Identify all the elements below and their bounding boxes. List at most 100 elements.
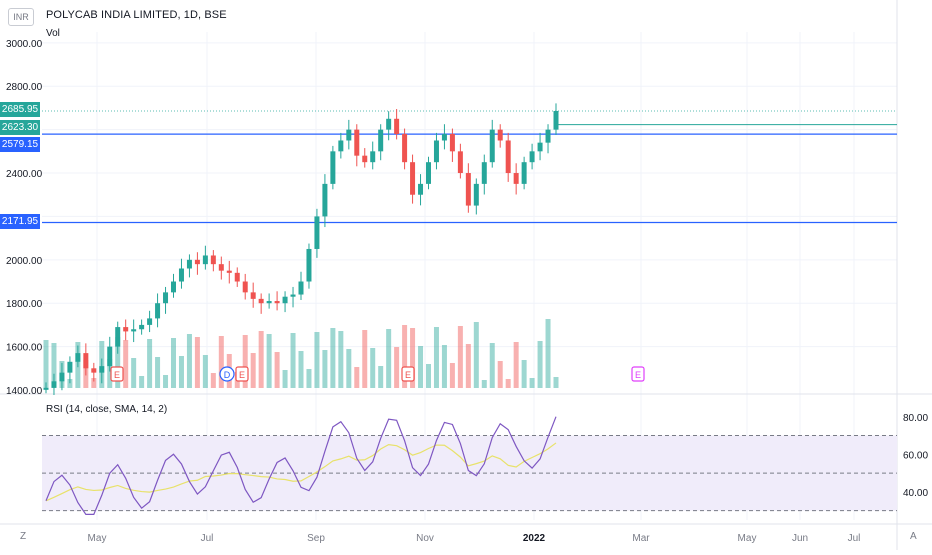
candle-body (91, 368, 97, 373)
volume-bar (473, 322, 479, 388)
candle-body (386, 118, 392, 130)
candle-body (131, 329, 137, 332)
candle-body (418, 183, 424, 195)
volume-bar (139, 376, 145, 388)
candle-body (394, 118, 400, 134)
volume-bar (489, 343, 495, 388)
volume-bar (178, 356, 184, 388)
volume-bar (346, 349, 352, 388)
price-tick-label: 1600.00 (6, 343, 43, 354)
price-tick-label: 2800.00 (6, 82, 43, 93)
candle-body (306, 248, 312, 282)
event-marker-label: D (224, 370, 231, 380)
candle-body (402, 133, 408, 163)
volume-bar (505, 379, 511, 388)
rsi-label[interactable]: RSI (14, close, SMA, 14, 2) (46, 404, 168, 415)
volume-bar (250, 353, 256, 388)
event-marker-label: E (635, 370, 641, 380)
time-axis-right-button[interactable]: A (910, 531, 917, 542)
candle-body (513, 173, 519, 184)
candle-body (258, 298, 264, 304)
volume-bar (171, 338, 176, 388)
candle-body (505, 140, 511, 174)
volume-bar (330, 328, 336, 388)
price-tag-level-3: 2171.95 (0, 214, 40, 229)
volume-bar (378, 366, 384, 388)
candle-body (410, 162, 416, 195)
candle-body (242, 281, 248, 293)
candle-body (107, 346, 113, 367)
candle-body (147, 318, 153, 325)
candle-body (83, 353, 89, 369)
candle-body (163, 292, 169, 304)
volume-bar (282, 370, 288, 388)
candle-body (433, 140, 439, 163)
time-axis-label: May (738, 533, 757, 544)
candle-body (186, 259, 192, 269)
volume-label[interactable]: Vol (46, 28, 60, 39)
price-tag-last: 2685.95 (0, 102, 40, 117)
candle-body (370, 151, 376, 163)
time-axis-left-button[interactable]: Z (20, 531, 27, 542)
volume-bar (465, 344, 471, 388)
volume-bar (298, 351, 304, 388)
time-axis-label: Jul (848, 533, 861, 544)
volume-bar (107, 359, 113, 388)
volume-bar (258, 331, 264, 388)
volume-bar (131, 358, 137, 388)
candle-body (354, 129, 360, 156)
earnings-marker-icon (401, 366, 415, 382)
candle-body (338, 140, 344, 152)
price-tick-label: 3000.00 (6, 39, 43, 50)
time-axis-label: Sep (307, 533, 325, 544)
candle-body (43, 387, 49, 390)
volume-bar (314, 332, 320, 388)
rsi-level-label: 40.00 (903, 488, 928, 499)
time-axis-label: Jul (201, 533, 214, 544)
volume-bar (210, 373, 216, 388)
candle-body (266, 301, 272, 304)
volume-bar (362, 330, 368, 388)
candle-body (123, 327, 129, 332)
candle-body (234, 272, 240, 282)
earnings-marker-icon (110, 366, 124, 382)
price-tick-label: 1800.00 (6, 299, 43, 310)
candle-body (75, 353, 81, 362)
volume-bar (75, 342, 81, 388)
candle-body (314, 216, 320, 249)
event-marker-label: E (114, 370, 120, 380)
volume-bar (449, 363, 455, 388)
symbol-title[interactable]: POLYCAB INDIA LIMITED, 1D, BSE (46, 9, 227, 21)
currency-badge[interactable]: INR (8, 8, 34, 26)
candle-body (545, 129, 551, 143)
volume-bar (426, 364, 431, 388)
volume-bar (186, 334, 192, 388)
volume-bar (147, 339, 153, 388)
rsi-level-label: 60.00 (903, 450, 928, 461)
volume-bar (513, 342, 519, 388)
volume-bar (290, 333, 296, 388)
rsi-level-label: 80.00 (903, 413, 928, 424)
volume-bar (242, 335, 248, 388)
volume-bar (457, 326, 463, 388)
volume-bar (91, 378, 97, 388)
candle-body (202, 255, 208, 265)
candle-body (210, 255, 216, 265)
rsi-line (45, 416, 557, 515)
volume-bar (99, 341, 105, 388)
candle-body (290, 294, 296, 297)
volume-bar (322, 350, 328, 388)
volume-bar (394, 347, 400, 388)
candle-body (250, 292, 256, 299)
candle-body (529, 151, 535, 163)
volume-bar (521, 360, 527, 388)
volume-bar (537, 341, 543, 388)
candle-body (139, 324, 145, 330)
earnings-marker-icon (631, 366, 645, 382)
candle-body (322, 183, 328, 217)
candle-body (362, 155, 368, 163)
volume-bar (386, 329, 392, 388)
volume-bar (194, 337, 200, 388)
